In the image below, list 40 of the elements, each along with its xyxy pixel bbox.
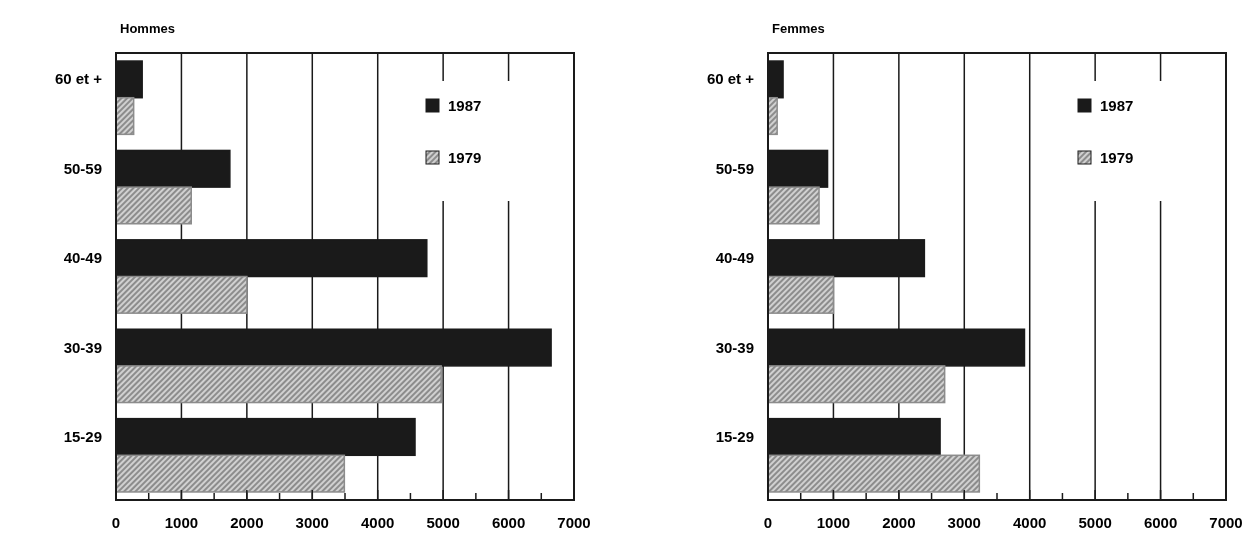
x-tick-label: 7000 (557, 514, 591, 531)
x-tick-label: 3000 (295, 514, 329, 531)
x-tick-label: 5000 (426, 514, 460, 531)
legend-label: 1979 (1100, 149, 1134, 166)
y-tick-label: 60 et + (706, 70, 755, 88)
bar (767, 365, 946, 404)
x-tick-label: 5000 (1078, 514, 1112, 531)
x-tick-label: 2000 (882, 514, 916, 531)
bar (767, 186, 820, 225)
bar (767, 275, 835, 314)
y-tick-label: 60 et + (54, 70, 103, 88)
legend-label: 1987 (448, 97, 482, 114)
x-tick-label: 4000 (1013, 514, 1047, 531)
x-tick-label: 1000 (164, 514, 199, 531)
y-tick-label: 30-39 (63, 338, 102, 356)
y-tick-label: 30-39 (715, 338, 754, 356)
x-tick-label: 6000 (491, 514, 526, 531)
x-tick-label: 6000 (1143, 514, 1178, 531)
x-tick-label: 1000 (816, 514, 851, 531)
y-tick-label: 40-49 (715, 249, 754, 267)
x-tick-label: 7000 (1209, 514, 1243, 531)
chart-title: Hommes (120, 21, 175, 36)
y-tick-label: 40-49 (63, 249, 102, 267)
bar (115, 275, 248, 314)
x-tick-label: 2000 (230, 514, 264, 531)
bar (115, 186, 192, 225)
y-tick-label: 50-59 (63, 159, 102, 177)
y-tick-label: 15-29 (715, 427, 754, 445)
x-tick-label: 0 (111, 514, 121, 531)
bar (115, 454, 346, 493)
x-tick-label: 3000 (947, 514, 981, 531)
y-tick-label: 15-29 (63, 427, 102, 445)
bar (767, 454, 981, 493)
legend-label: 1979 (448, 149, 482, 166)
x-tick-label: 0 (763, 514, 773, 531)
chart-title: Femmes (772, 21, 825, 36)
legend-label: 1987 (1100, 97, 1134, 114)
x-tick-label: 4000 (361, 514, 395, 531)
bar (115, 365, 442, 404)
y-tick-label: 50-59 (715, 159, 754, 177)
